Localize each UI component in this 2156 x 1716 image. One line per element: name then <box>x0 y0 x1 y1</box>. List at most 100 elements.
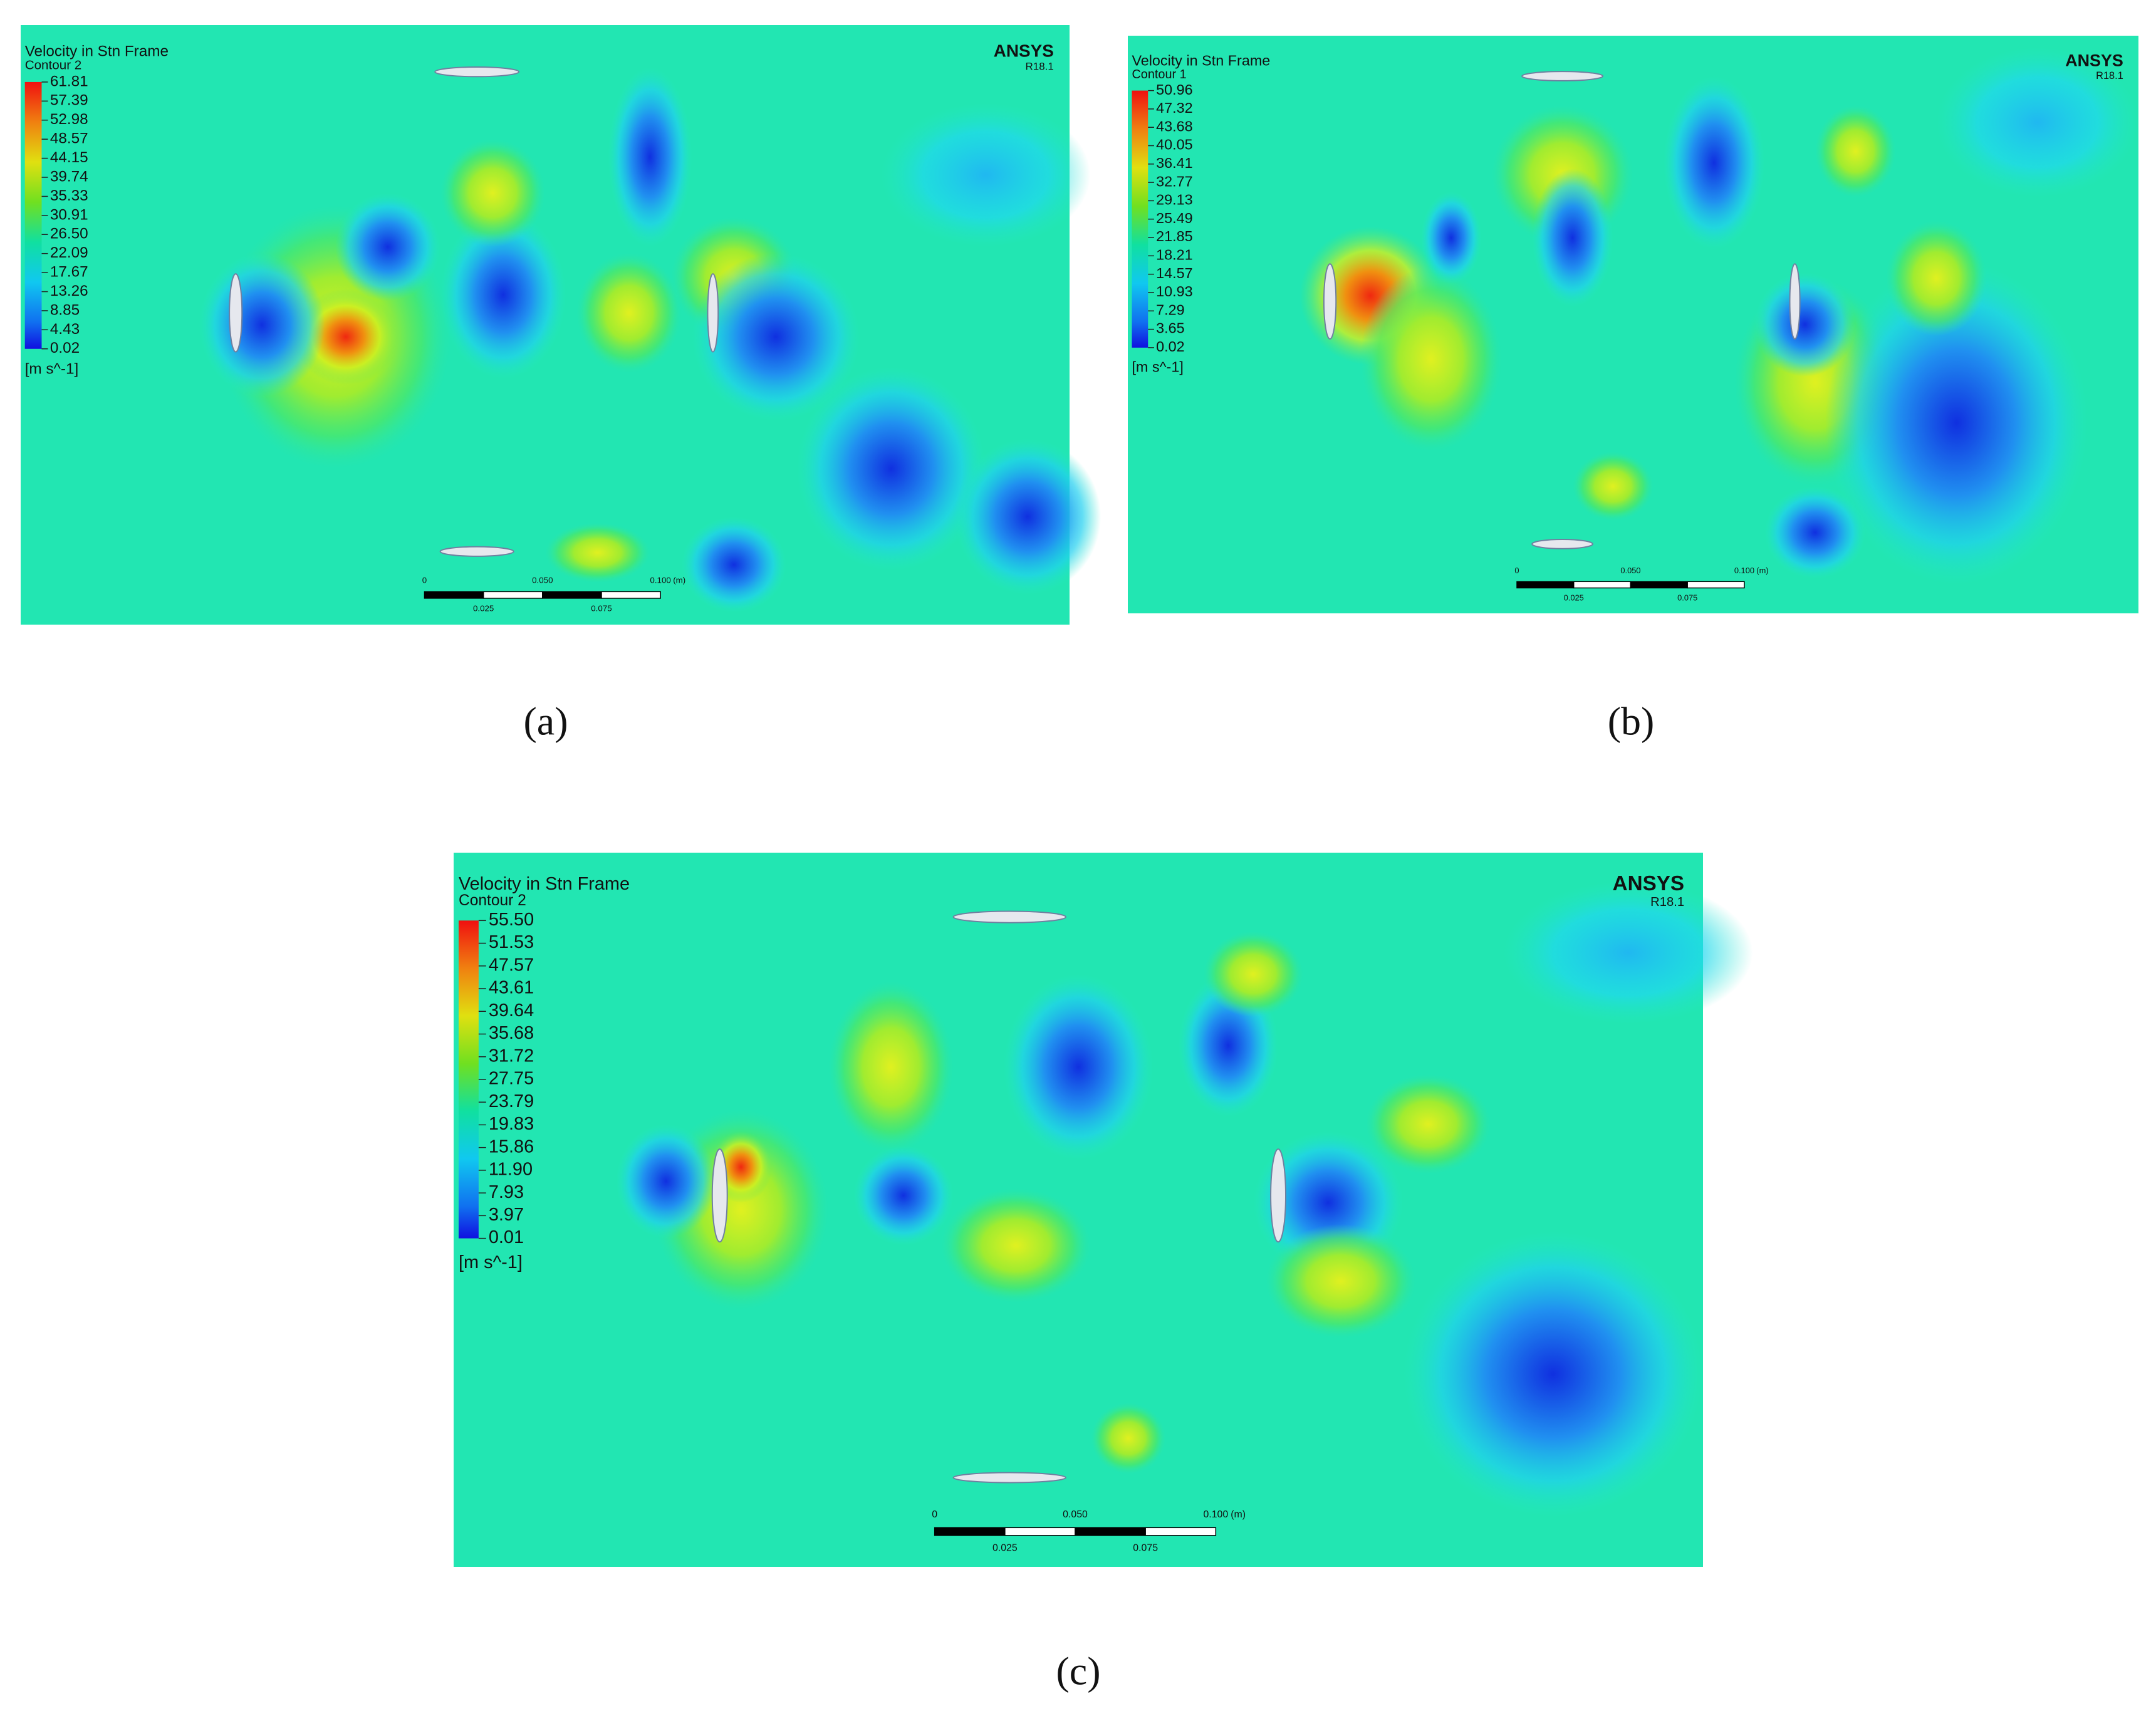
legend-label: 43.61 <box>489 978 534 998</box>
blade <box>952 1472 1067 1484</box>
flow-region <box>1502 881 1753 1024</box>
scale-label: 0.050 <box>1620 566 1640 575</box>
flow-field <box>199 66 1101 613</box>
scale-label: 0.025 <box>1564 593 1584 602</box>
legend-label: 30.91 <box>50 206 88 223</box>
scale-label: 0.075 <box>591 604 612 613</box>
blade <box>1270 1148 1287 1243</box>
legend-label: 35.33 <box>50 187 88 204</box>
legend-label: 18.21 <box>1156 247 1193 263</box>
legend-label: 4.43 <box>50 321 80 338</box>
legend-label: 26.50 <box>50 226 88 242</box>
scale-bar-segment <box>1516 581 1575 589</box>
flow-region <box>1572 451 1653 521</box>
legend-unit: [m s^-1] <box>459 1252 523 1272</box>
legend-label: 40.05 <box>1156 137 1193 153</box>
blade <box>1323 263 1337 340</box>
legend-label: 23.79 <box>489 1091 534 1111</box>
flow-region <box>1403 1231 1703 1517</box>
scale-bar-segment <box>1573 581 1632 589</box>
flow-region <box>1885 221 1987 336</box>
legend-label: 21.85 <box>1156 228 1193 244</box>
brand: ANSYS <box>994 41 1054 60</box>
flow-region <box>1203 931 1303 1017</box>
flow-region <box>1532 169 1613 308</box>
flow-region <box>1764 486 1866 579</box>
blade <box>1531 538 1593 549</box>
flow-field <box>616 881 1753 1517</box>
legend-label: 47.57 <box>489 955 534 975</box>
brand-version: R18.1 <box>2096 70 2123 81</box>
scale-label: 0.050 <box>1063 1509 1088 1520</box>
scale-label: 0.100 <box>650 576 670 585</box>
flow-region <box>545 523 650 583</box>
flow-region <box>1266 1224 1416 1339</box>
legend-title: Velocity in Stn Frame <box>459 874 630 894</box>
color-bar <box>458 920 479 1239</box>
brand: ANSYS <box>1613 872 1685 895</box>
flow-region <box>1936 47 2138 198</box>
scale-label: 0.075 <box>1133 1543 1158 1554</box>
scale-label: 0 <box>932 1509 937 1520</box>
scale-bar-segment <box>482 591 543 599</box>
flow-region <box>1365 1074 1491 1174</box>
scale-label: 0.025 <box>992 1543 1018 1554</box>
scale-label: 0.100 <box>1734 566 1754 575</box>
legend-label: 14.57 <box>1156 265 1193 281</box>
scale-bar-segment <box>934 1527 1006 1536</box>
legend-label: 19.83 <box>489 1114 534 1134</box>
legend-label: 29.13 <box>1156 192 1193 208</box>
flow-region <box>440 138 545 247</box>
legend-label: 36.41 <box>1156 155 1193 171</box>
flow-region <box>1420 191 1482 284</box>
scale-bar-segment <box>601 591 661 599</box>
legend-label: 3.65 <box>1156 320 1185 336</box>
blade <box>952 910 1067 923</box>
legend-label: 10.93 <box>1156 283 1193 299</box>
scale-bar-segment <box>542 591 602 599</box>
scale-label: (m) <box>673 576 685 585</box>
flow-region <box>616 1124 716 1239</box>
legend-label: 47.32 <box>1156 100 1193 116</box>
scale-bar-segment <box>1630 581 1688 589</box>
flow-region <box>1754 273 1856 377</box>
brand-version: R18.1 <box>1650 895 1684 909</box>
legend-subtitle: Contour 1 <box>1132 68 1186 81</box>
blade <box>711 1148 728 1243</box>
flow-region <box>1663 76 1765 250</box>
legend-label: 25.49 <box>1156 210 1193 226</box>
flow-region <box>853 1145 954 1245</box>
brand: ANSYS <box>2065 51 2123 70</box>
blade <box>434 66 520 78</box>
flow-region <box>1360 266 1502 452</box>
flow-region <box>1090 1402 1166 1474</box>
flow-region <box>1815 105 1896 198</box>
legend-label: 7.93 <box>489 1182 524 1202</box>
legend-label: 43.68 <box>1156 118 1193 134</box>
blade <box>439 546 514 557</box>
scale-label: 0.025 <box>473 604 494 613</box>
legend-subtitle: Contour 2 <box>25 58 82 73</box>
panel-caption: (a) <box>523 699 568 744</box>
flow-region <box>681 516 787 613</box>
flow-region <box>1825 261 2088 585</box>
scale-bar-segment <box>1145 1527 1217 1536</box>
legend-unit: [m s^-1] <box>25 361 79 378</box>
scale-bar-segment <box>1687 581 1745 589</box>
legend-label: 11.90 <box>489 1160 533 1180</box>
panel-caption: (c) <box>1056 1649 1100 1693</box>
legend-subtitle: Contour 2 <box>459 892 526 909</box>
legend-label: 55.50 <box>489 910 534 930</box>
legend-label: 17.67 <box>50 264 88 281</box>
scale-label: 0.075 <box>1677 593 1697 602</box>
scale-label: 0.050 <box>532 576 553 585</box>
legend-label: 0.01 <box>489 1227 524 1247</box>
legend-label: 15.86 <box>489 1136 534 1157</box>
scale-label: 0 <box>1514 566 1519 575</box>
flow-region <box>954 439 1101 595</box>
scale-label: (m) <box>1231 1509 1246 1520</box>
panel-caption: (b) <box>1608 699 1655 744</box>
flow-region <box>692 252 860 421</box>
